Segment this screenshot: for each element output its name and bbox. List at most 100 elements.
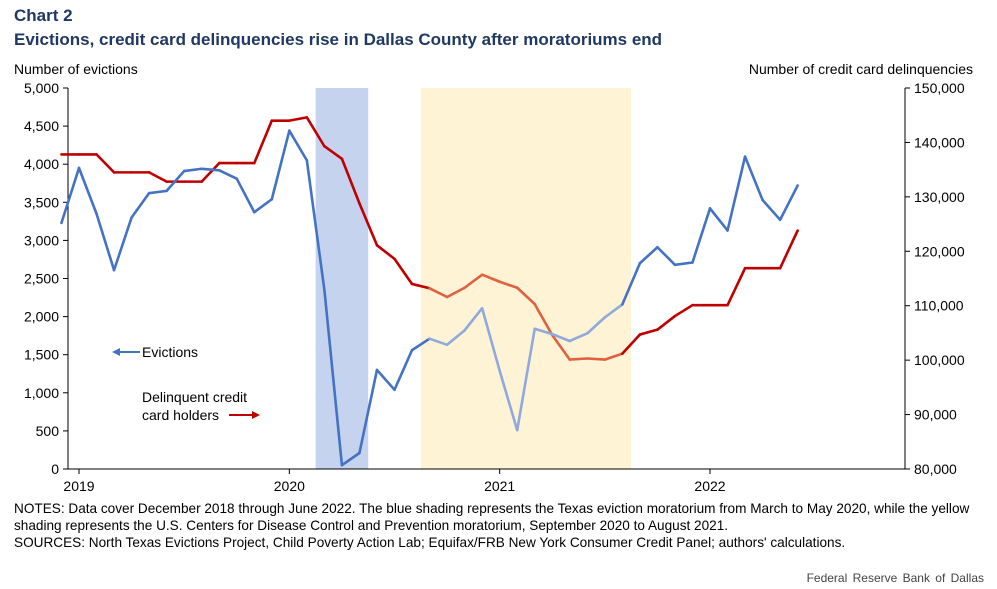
delinquencies-line-segment xyxy=(305,116,326,148)
evictions-line-segment xyxy=(761,198,782,222)
delinquencies-line-segment xyxy=(533,302,554,337)
right-tick-label: 80,000 xyxy=(914,461,957,477)
x-tick-label: 2020 xyxy=(274,478,305,494)
left-tick-label: 2,500 xyxy=(24,271,59,287)
evictions-line-segment xyxy=(358,368,379,455)
delinquencies-line-segment xyxy=(410,282,431,290)
right-axis-title: Number of credit card delinquencies xyxy=(748,61,973,77)
delinquencies-line-segment xyxy=(550,333,572,361)
evictions-legend-arrowhead xyxy=(112,348,120,356)
shaded-period-cdc-moratorium xyxy=(420,88,632,469)
evictions-line-segment xyxy=(726,155,747,232)
evictions-line-segment xyxy=(147,189,168,195)
left-tick-label: 3,500 xyxy=(24,194,59,210)
sources-text: SOURCES: North Texas Evictions Project, … xyxy=(14,535,846,550)
left-tick-label: 1,500 xyxy=(24,347,59,363)
evictions-line-segment xyxy=(270,129,291,201)
evictions-line-segment xyxy=(60,166,81,225)
right-tick-label: 100,000 xyxy=(914,352,965,368)
evictions-line-segment xyxy=(638,245,659,265)
evictions-line-segment xyxy=(200,167,221,172)
evictions-line-segment xyxy=(603,303,624,319)
evictions-line-segment xyxy=(708,207,729,232)
delinquencies-line-segment xyxy=(586,357,607,361)
delinquencies-line-segment xyxy=(147,171,168,183)
evictions-line-segment xyxy=(550,332,572,343)
delinquencies-line-segment xyxy=(638,328,659,336)
evictions-line-segment xyxy=(288,129,309,162)
delinquencies-line-segment xyxy=(480,273,501,284)
right-tick-label: 120,000 xyxy=(914,243,965,259)
delinquencies-line-segment xyxy=(340,157,361,205)
chart-title: Evictions, credit card delinquencies ris… xyxy=(14,30,663,49)
evictions-line-segment xyxy=(130,191,151,219)
delinquencies-line-segment xyxy=(463,273,484,290)
right-tick-label: 110,000 xyxy=(914,298,964,314)
delinquencies-line-segment xyxy=(673,303,694,318)
delinquencies-line-segment xyxy=(358,202,379,247)
evictions-line-segment xyxy=(165,169,186,193)
evictions-line-segment xyxy=(95,212,116,272)
delinquencies-line-segment xyxy=(656,314,677,331)
left-tick-label: 0 xyxy=(51,461,59,477)
evictions-line-segment xyxy=(533,327,554,336)
delinquencies-line-segment xyxy=(603,352,624,361)
source-credit: Federal Reserve Bank of Dallas xyxy=(806,571,984,585)
evictions-line-segment xyxy=(778,184,799,222)
evictions-line-segment xyxy=(656,245,677,267)
evictions-line-segment xyxy=(586,316,607,335)
left-tick-label: 1,000 xyxy=(24,385,59,401)
evictions-line-segment xyxy=(323,288,344,467)
left-tick-label: 3,000 xyxy=(24,232,59,248)
evictions-line-segment xyxy=(621,261,642,306)
right-tick-label: 130,000 xyxy=(914,189,965,205)
evictions-line-segment xyxy=(463,306,484,332)
evictions-line-segment xyxy=(340,451,361,467)
delinquencies-line-segment xyxy=(428,286,449,299)
delinquencies-line-segment xyxy=(200,161,221,183)
delinquencies-line-segment xyxy=(445,286,466,299)
delinquencies-line-segment xyxy=(568,357,589,361)
right-tick-label: 150,000 xyxy=(914,80,965,96)
left-tick-label: 5,000 xyxy=(24,80,59,96)
evictions-line-segment xyxy=(112,216,133,272)
evictions-line-segment xyxy=(182,167,203,173)
delinquencies-line-segment xyxy=(95,153,116,174)
delinquencies-legend-arrowhead xyxy=(252,411,260,419)
left-tick-label: 2,000 xyxy=(24,309,59,325)
delinquencies-line-segment xyxy=(515,286,537,306)
evictions-line-segment xyxy=(480,306,501,373)
left-axis-title: Number of evictions xyxy=(14,61,138,77)
evictions-line-segment xyxy=(410,337,431,352)
chart-plot: 0 500 1,000 1,500 2,000 2,500 3,000 3,500 4,000 4… xyxy=(24,80,965,494)
evictions-line-segment xyxy=(235,177,256,214)
evictions-line-segment xyxy=(498,369,519,432)
evictions-line-segment xyxy=(673,261,694,267)
notes-block: NOTES: Data cover December 2018 through … xyxy=(14,500,989,551)
evictions-line-segment xyxy=(77,166,98,216)
evictions-line-segment xyxy=(445,329,466,347)
evictions-line-segment xyxy=(393,348,414,392)
delinquencies-line-segment xyxy=(252,119,274,165)
x-tick-label: 2019 xyxy=(63,478,94,494)
left-tick-label: 4,500 xyxy=(24,118,59,134)
notes-text: NOTES: Data cover December 2018 through … xyxy=(14,501,970,533)
right-tick-label: 140,000 xyxy=(914,134,965,150)
shaded-period-texas-moratorium xyxy=(315,88,369,469)
evictions-line-segment xyxy=(691,207,712,264)
left-tick-label: 4,000 xyxy=(24,156,59,172)
x-tick-label: 2022 xyxy=(694,478,725,494)
right-tick-label: 90,000 xyxy=(914,407,957,423)
evictions-line-segment xyxy=(375,368,396,392)
evictions-line-segment xyxy=(252,197,274,214)
delinquencies-line-segment xyxy=(726,266,747,307)
delinquencies-line-segment xyxy=(323,144,344,161)
legend-label-evictions: Evictions xyxy=(142,344,198,360)
delinquencies-line-segment xyxy=(621,333,642,355)
delinquencies-line-segment xyxy=(375,243,396,261)
delinquencies-line-segment xyxy=(778,229,799,270)
legend-label-delinquencies: Delinquent credit card holders xyxy=(142,389,247,423)
evictions-line-segment xyxy=(428,337,449,347)
delinquencies-line-segment xyxy=(498,280,519,290)
evictions-line-segment xyxy=(305,159,326,292)
